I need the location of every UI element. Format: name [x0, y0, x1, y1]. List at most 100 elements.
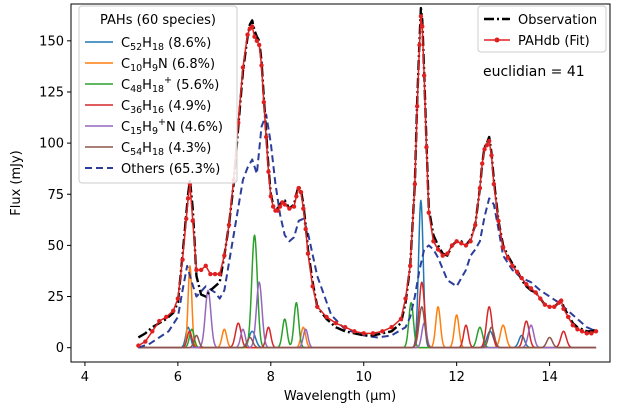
series-layer [136, 6, 599, 349]
fit-point [421, 73, 427, 78]
fit-point [185, 196, 191, 201]
fit-point [212, 271, 218, 277]
legend-right-label: PAHdb (Fit) [518, 34, 590, 49]
fit-point [198, 267, 204, 273]
x-tick-label: 8 [267, 370, 275, 385]
fit-point [175, 296, 181, 301]
fit-point [184, 216, 189, 221]
fit-point [454, 239, 459, 244]
fit-point [482, 147, 487, 152]
fit-point [468, 239, 473, 244]
legend-left: PAHs (60 species) C52H18 (8.6%) C10H9N (6.… [78, 5, 238, 184]
fit-point [496, 218, 501, 224]
fit-point [420, 24, 425, 29]
x-tick-label: 10 [355, 370, 372, 385]
fit-point [222, 253, 227, 258]
legend-left-title: PAHs (60 species) [100, 13, 216, 28]
legend-left-label: C52H18 (8.6%) [121, 36, 211, 53]
fit-point [533, 290, 538, 295]
series-line-8 [138, 306, 597, 349]
fit-point [463, 243, 469, 248]
fit-point [254, 38, 260, 44]
fit-point [510, 263, 515, 269]
legend-left-label: C15H9+N (4.6%) [121, 117, 223, 137]
fit-point [426, 210, 431, 215]
fit-point [150, 329, 155, 334]
fit-point [570, 322, 576, 328]
fit-point [431, 239, 436, 244]
fit-point [417, 42, 422, 48]
fit-point [256, 42, 262, 48]
fit-point [208, 271, 213, 277]
fit-point [136, 343, 141, 348]
fit-point [303, 226, 308, 232]
fit-point [190, 218, 195, 224]
fit-point [575, 327, 580, 332]
fit-point [245, 32, 250, 37]
fit-point [584, 331, 589, 336]
fit-point [277, 204, 283, 209]
plot-frame [70, 3, 611, 363]
fit-point [589, 331, 594, 336]
fit-point [315, 304, 320, 309]
y-tick-label: 0 [56, 341, 64, 356]
fit-point [298, 190, 304, 195]
fit-point [324, 314, 329, 320]
legend-left-label: C10H9N (6.8%) [121, 57, 215, 74]
y-tick-label: 25 [47, 290, 64, 305]
x-tick-label: 12 [448, 370, 465, 385]
fit-point [294, 194, 299, 199]
y-tick-label: 50 [47, 239, 64, 254]
fit-point [157, 318, 162, 324]
legend-left-label: C48H18+ (5.6%) [121, 75, 219, 95]
fit-point [203, 263, 208, 269]
y-tick-label: 75 [47, 188, 64, 203]
legend-left-label: C54H18 (4.3%) [121, 141, 211, 158]
tick-layer: 4 6 8 10 12 14 0 25 50 75 100 125 150 [39, 34, 558, 385]
fit-point [310, 284, 315, 289]
fit-point [361, 331, 366, 336]
fit-point [528, 286, 534, 291]
fit-point [552, 304, 557, 309]
legend-right-marker [494, 37, 500, 43]
fit-point [477, 185, 483, 191]
fit-point [261, 99, 267, 105]
fit-point [505, 255, 510, 260]
fit-point [143, 339, 148, 344]
fit-point [538, 296, 543, 301]
fit-point [217, 271, 222, 277]
fit-point [484, 142, 490, 148]
legend-right-label: Observation [518, 13, 597, 28]
fit-point [259, 63, 264, 68]
fit-point [519, 275, 524, 281]
fit-point [440, 253, 445, 258]
fit-point [296, 185, 301, 191]
legend-right: Observation PAHdb (Fit) [477, 5, 607, 53]
fit-point [275, 208, 280, 213]
fit-point [291, 204, 297, 209]
fit-point [268, 194, 273, 199]
fit-point [342, 325, 348, 330]
y-tick-label: 150 [39, 34, 64, 49]
fit-point [559, 298, 564, 303]
fit-point [180, 257, 185, 262]
fit-point [305, 251, 311, 256]
fit-point [489, 153, 494, 158]
fit-point [266, 169, 271, 174]
fit-point [473, 222, 478, 228]
y-tick-label: 100 [39, 137, 64, 152]
fit-point [500, 245, 506, 250]
fit-point [449, 243, 455, 248]
fit-point [593, 329, 599, 334]
fit-point [389, 325, 394, 330]
fit-point [171, 308, 176, 314]
fit-point [486, 138, 492, 144]
fit-point [370, 331, 376, 336]
fit-point [263, 134, 269, 140]
fit-point [398, 316, 404, 322]
fit-point [524, 282, 529, 287]
fit-point [547, 304, 552, 309]
fit-point [435, 247, 441, 252]
fit-point [565, 314, 571, 320]
